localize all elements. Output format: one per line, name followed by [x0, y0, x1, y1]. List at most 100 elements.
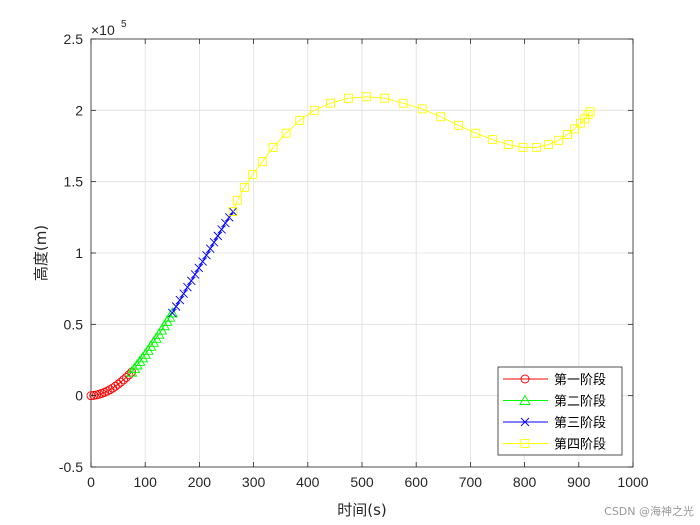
marker-stroke: [202, 250, 211, 260]
data-point: [380, 93, 390, 103]
data-point: [585, 107, 595, 117]
x-tick-label: 600: [405, 474, 429, 490]
data-point: [532, 142, 541, 152]
data-point: [116, 377, 126, 387]
legend-marker: [520, 417, 530, 427]
data-point: [454, 120, 463, 130]
marker-stroke: [217, 225, 226, 234]
data-point: [202, 250, 211, 260]
data-point: [213, 231, 223, 241]
data-point: [570, 124, 579, 134]
x-tick-label: 800: [513, 474, 537, 490]
series-4: [228, 92, 595, 217]
data-point: [190, 270, 200, 279]
x-tick-label: 200: [188, 474, 212, 490]
legend-label: 第二阶段: [554, 395, 606, 410]
data-point: [239, 182, 249, 192]
data-point: [124, 370, 134, 380]
marker-stroke: [194, 263, 204, 273]
data-point: [518, 142, 528, 152]
y-tick-label: 2: [75, 102, 83, 118]
data-point: [228, 207, 238, 217]
data-point: [488, 135, 498, 145]
y-exponent-power: 5: [121, 19, 127, 30]
series-line: [232, 96, 591, 212]
data-point: [221, 218, 230, 228]
x-tick-label: 0: [87, 474, 95, 490]
marker-stroke: [221, 218, 230, 228]
data-point: [89, 390, 99, 400]
data-point: [121, 372, 131, 382]
series-layer: [86, 92, 595, 401]
data-point: [471, 128, 481, 138]
data-point: [295, 115, 305, 125]
data-point: [175, 295, 185, 305]
data-point: [166, 306, 179, 318]
data-point: [248, 170, 257, 179]
data-point: [167, 308, 177, 318]
data-point: [281, 128, 291, 138]
y-tick-label: 1: [75, 245, 83, 261]
data-point: [268, 142, 278, 152]
marker-stroke: [213, 231, 223, 241]
legend-box: [497, 366, 623, 456]
marker-stroke: [209, 237, 219, 247]
y-exponent-base: ×10: [91, 22, 115, 38]
data-point: [436, 112, 446, 122]
series-1: [86, 367, 137, 401]
legend-label: 第四阶段: [554, 438, 606, 453]
data-point: [344, 93, 353, 103]
y-exponent-label: ×10 5: [91, 19, 127, 38]
data-point: [562, 130, 572, 140]
data-point: [417, 104, 427, 114]
marker-stroke: [198, 257, 207, 266]
data-point: [102, 386, 112, 396]
legend-item-2: 第二阶段: [503, 395, 606, 410]
marker-stroke: [179, 289, 189, 298]
y-tick-label: 0: [75, 388, 83, 404]
x-tick-label: 300: [242, 474, 266, 490]
y-tick-label: 0.5: [64, 316, 84, 332]
marker-stroke: [186, 276, 196, 286]
data-point: [186, 276, 196, 286]
data-point: [136, 351, 149, 363]
marker-stroke: [205, 244, 215, 254]
marker-stroke: [171, 302, 181, 311]
data-point: [583, 110, 593, 120]
data-point: [326, 98, 336, 108]
data-point: [361, 92, 371, 102]
data-point: [194, 263, 204, 273]
data-point: [224, 213, 234, 222]
data-point: [554, 135, 564, 145]
y-tick-label: 1.5: [64, 174, 84, 190]
data-point: [503, 140, 513, 150]
data-point: [217, 225, 226, 234]
y-axis-label: 高度(m): [32, 225, 50, 281]
data-point: [128, 362, 141, 374]
legend-marker: [519, 394, 531, 405]
x-axis-label: 时间(s): [337, 501, 387, 519]
watermark: CSDN @海神之光: [604, 505, 694, 518]
legend-label: 第三阶段: [554, 416, 606, 431]
legend-label: 第一阶段: [554, 373, 606, 388]
series-3: [167, 207, 238, 318]
data-point: [131, 359, 143, 370]
marker-stroke: [190, 270, 200, 279]
tick-layer: 0 100 200 300 400 500 600 700 800 900 1000-0.500.5…: [59, 31, 649, 490]
x-tick-label: 900: [567, 474, 591, 490]
data-point: [119, 375, 128, 385]
data-point: [171, 302, 181, 311]
y-tick-label: 2.5: [64, 31, 84, 47]
legend-item-4: 第四阶段: [503, 438, 606, 453]
legend-marker: [520, 374, 530, 384]
data-point: [209, 237, 219, 247]
data-point: [543, 140, 553, 150]
legend-item-1: 第一阶段: [503, 373, 606, 388]
x-tick-label: 1000: [617, 474, 648, 490]
y-tick-label: -0.5: [59, 459, 83, 475]
marker-stroke: [224, 213, 234, 222]
marker-stroke: [183, 282, 192, 292]
data-point: [125, 366, 138, 377]
